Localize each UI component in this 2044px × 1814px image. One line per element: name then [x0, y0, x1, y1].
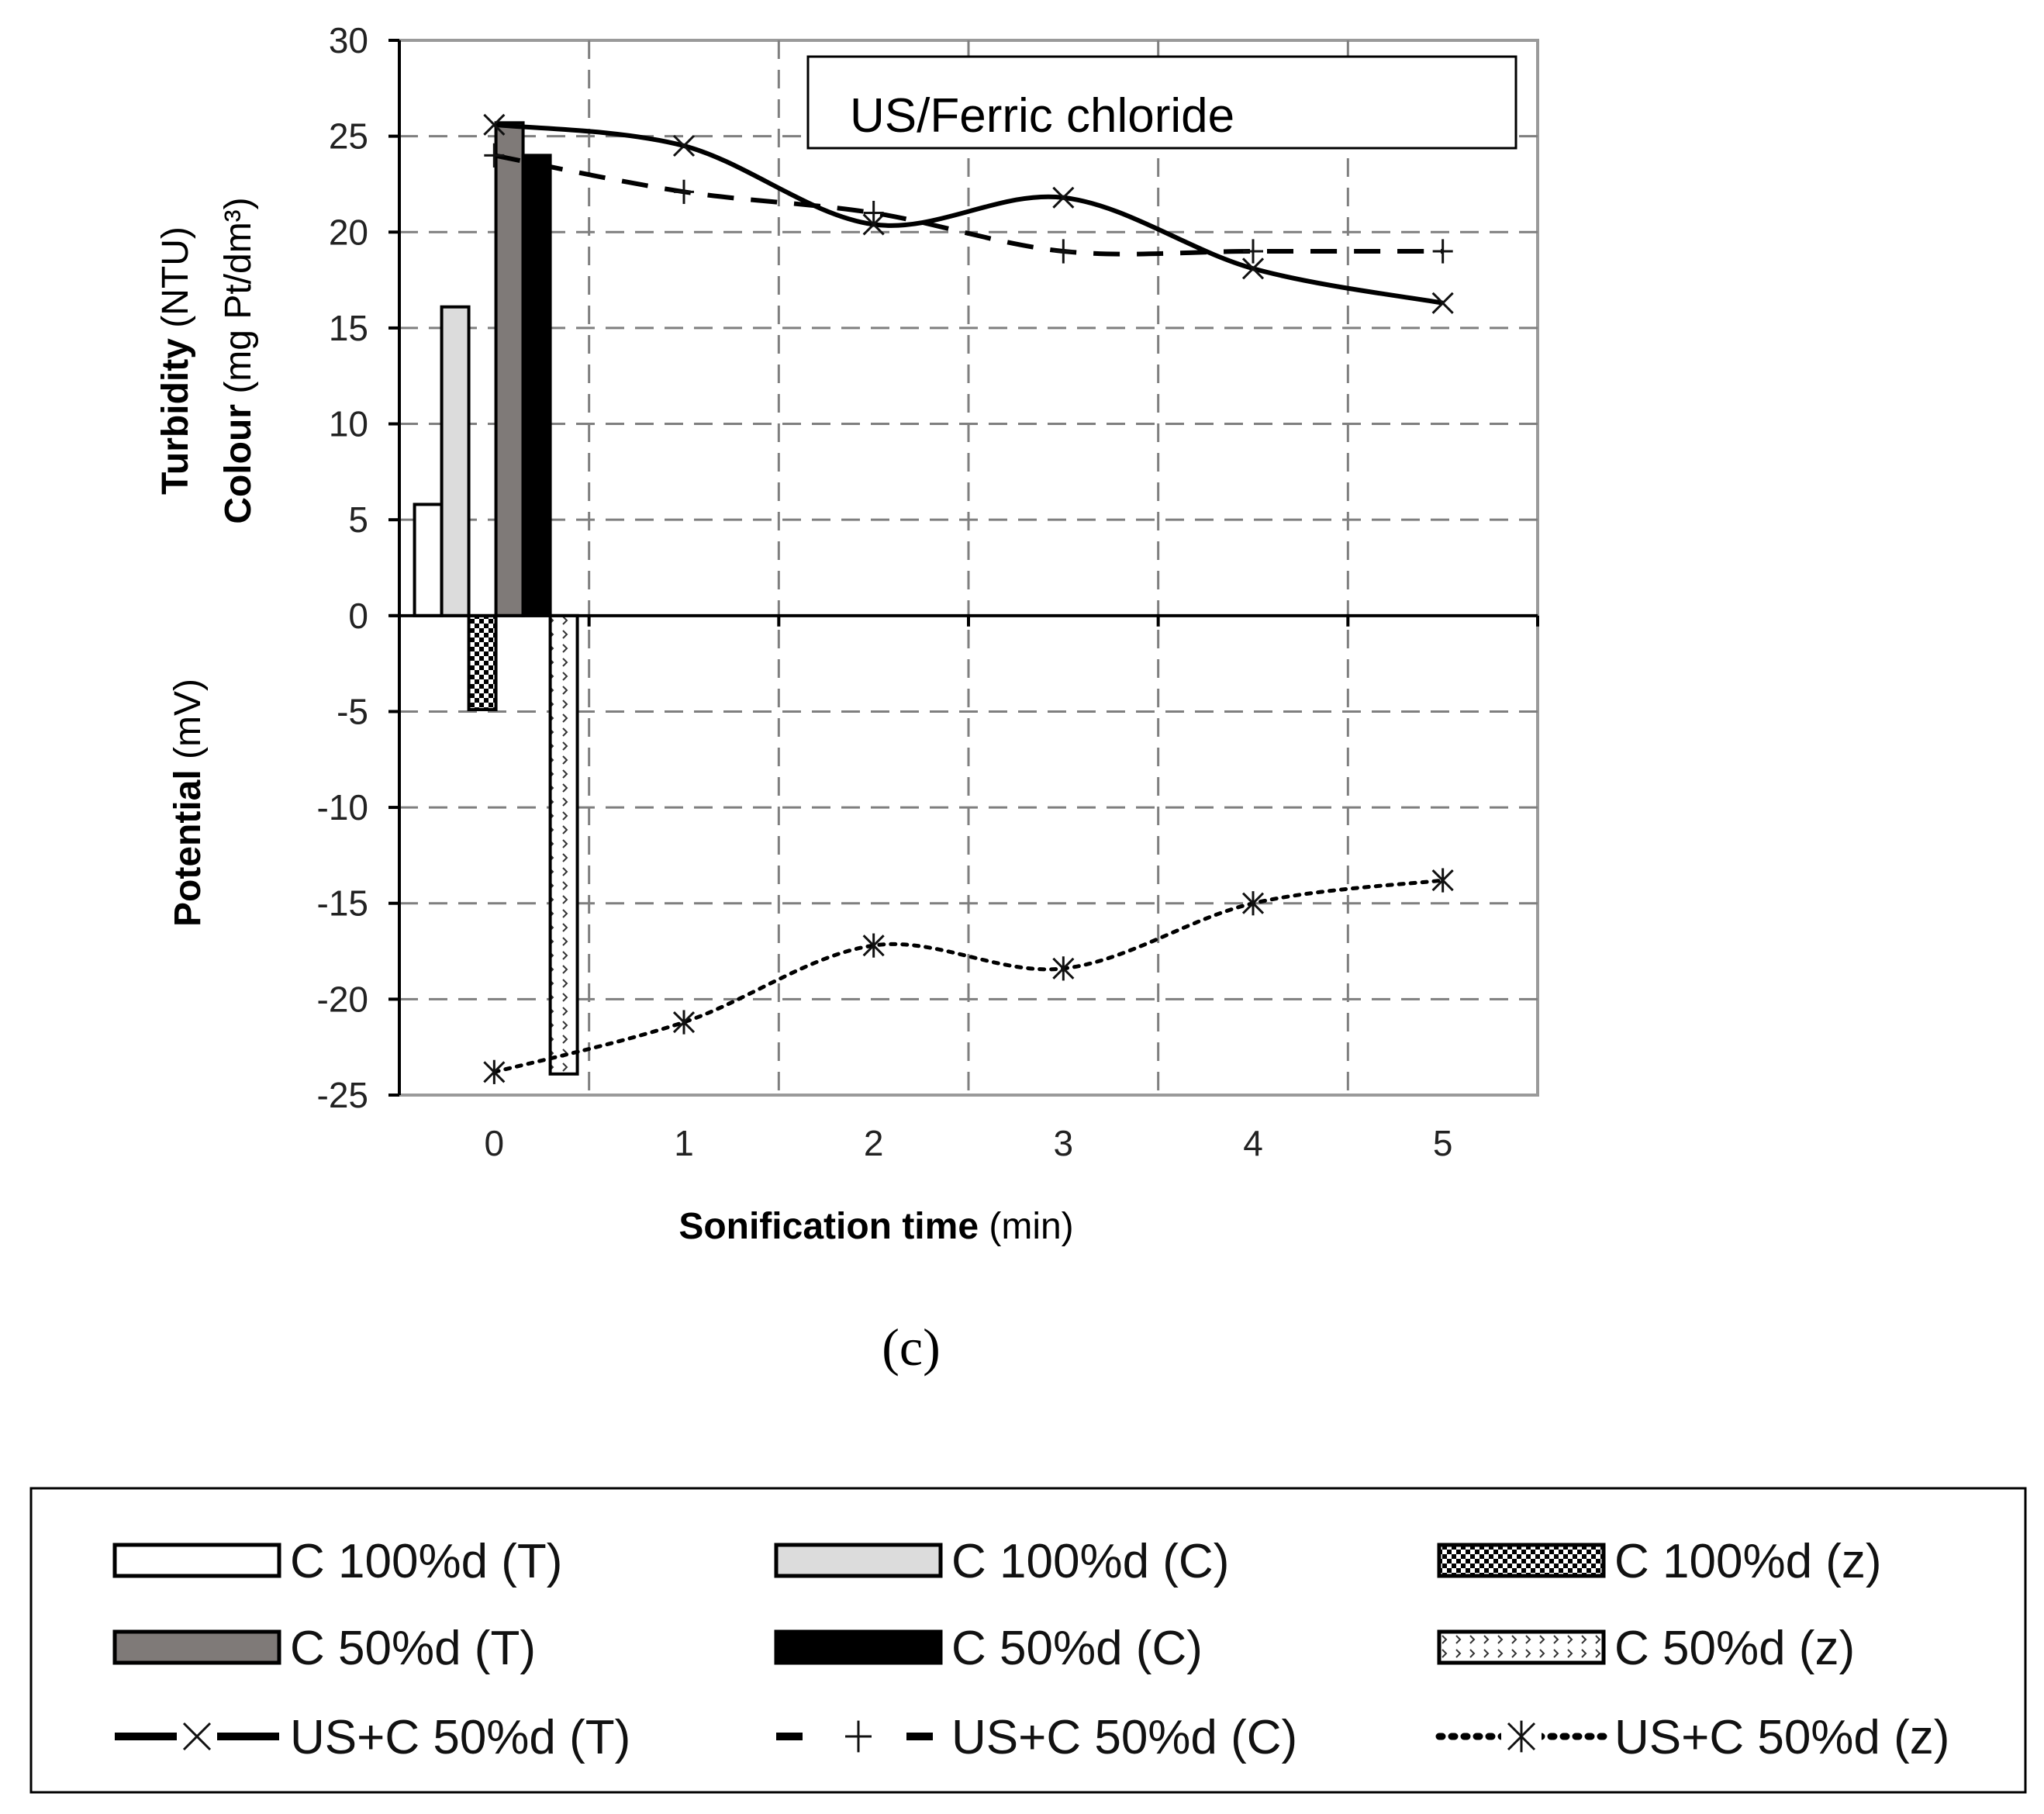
series-line: [494, 122, 1444, 306]
marker-asterisk: [483, 1059, 506, 1084]
legend-swatch: [1437, 1543, 1606, 1578]
legend-item: US+C 50%d (T): [115, 1711, 630, 1764]
plot-frame: [398, 39, 1539, 1097]
y-axis-title-colour: Colour (mg Pt/dm³): [218, 197, 259, 523]
legend-label: C 50%d (z): [1614, 1622, 1855, 1675]
y-tick-label: -10: [317, 787, 368, 828]
y-axis-title-potential-unit: (mV): [167, 679, 209, 769]
bar: [413, 503, 444, 617]
bar: [548, 613, 579, 1076]
x-tick-label: 1: [674, 1123, 694, 1163]
legend-swatch: [112, 1629, 281, 1665]
x-tick-label: 3: [1054, 1123, 1074, 1163]
tick-labels: 30 25 20 15 10 5 0 -5 -10 -15 -20 -25 0 1 2 3 4 5: [317, 20, 1453, 1163]
bar: [494, 121, 525, 617]
series-lines: [483, 113, 1454, 1084]
marker-asterisk: [1431, 868, 1454, 893]
legend-item: US+C 50%d (C): [776, 1711, 1297, 1764]
marker-plus: [674, 179, 694, 204]
legend-label: US+C 50%d (T): [290, 1711, 630, 1764]
legend-swatch: [774, 1543, 943, 1578]
marker-asterisk: [672, 1010, 696, 1035]
legend-label: C 100%d (T): [290, 1535, 562, 1588]
marker-plus: [1432, 239, 1453, 264]
y-axis-title-turbidity-bold: Turbidity: [155, 338, 196, 495]
marker-x: [1052, 186, 1075, 209]
y-axis-title-colour-unit: (mg Pt/dm³): [218, 197, 259, 404]
marker-plus: [484, 143, 505, 168]
y-tick-label: -25: [317, 1075, 368, 1115]
marker-x: [182, 1722, 212, 1751]
legend-label: C 50%d (T): [290, 1622, 536, 1675]
x-axis-title-unit: (min): [979, 1206, 1074, 1247]
y-tick-label: 20: [329, 212, 368, 252]
marker-x: [483, 113, 506, 136]
y-axis-title-potential-bold: Potential: [167, 769, 209, 927]
marker-asterisk: [1507, 1720, 1536, 1753]
marker-asterisk: [862, 933, 885, 958]
x-tick-label: 2: [864, 1123, 884, 1163]
x-tick-label: 4: [1243, 1123, 1263, 1163]
x-axis-title: Sonification time (min): [678, 1206, 1073, 1247]
legend-item: US+C 50%d (z): [1435, 1711, 1949, 1764]
legend-swatch: [774, 1629, 943, 1665]
marker-plus: [1053, 239, 1074, 264]
bar: [467, 613, 498, 711]
marker-plus: [863, 200, 884, 226]
legend-box: [29, 1487, 2027, 1794]
y-tick-label: 25: [329, 116, 368, 157]
y-tick-label: 0: [348, 596, 368, 636]
bar: [521, 154, 552, 617]
y-tick-label: 10: [329, 404, 368, 444]
marker-x: [1431, 292, 1454, 314]
marker-asterisk: [1241, 891, 1265, 916]
marker-asterisk: [1052, 956, 1075, 981]
series-line: [492, 878, 1445, 1074]
marker-x: [672, 134, 696, 157]
panel-label: (c): [882, 1318, 940, 1377]
y-tick-label: -15: [317, 883, 368, 924]
x-axis-title-bold: Sonification time: [678, 1206, 979, 1247]
legend: C 100%d (T) C 100%d (C) C 100%d (z) C 50%d …: [112, 1535, 1949, 1764]
legend-item: C 100%d (T): [112, 1535, 562, 1588]
inset-title-box: [806, 55, 1517, 150]
axes: [388, 39, 1539, 1097]
y-axis-title-turbidity: Turbidity (NTU): [155, 226, 196, 495]
series-line: [493, 153, 1443, 257]
plot-area: [398, 39, 1539, 1097]
legend-item: C 100%d (z): [1437, 1535, 1882, 1588]
marker-plus: [845, 1720, 872, 1753]
y-tick-label: -5: [337, 691, 368, 731]
marker-plus: [1243, 239, 1263, 264]
y-axis-title-colour-bold: Colour: [218, 404, 259, 524]
legend-item: C 100%d (C): [774, 1535, 1229, 1588]
y-tick-label: -20: [317, 979, 368, 1019]
inset-title: US/Ferric chloride: [850, 89, 1234, 143]
x-tick-label: 0: [485, 1123, 505, 1163]
y-axis-title-potential: Potential (mV): [167, 679, 209, 927]
y-tick-label: 15: [329, 308, 368, 348]
legend-swatch: [112, 1543, 281, 1578]
y-tick-label: 5: [348, 499, 368, 540]
y-tick-label: 30: [329, 20, 368, 60]
legend-item: C 50%d (T): [112, 1622, 536, 1675]
legend-label: C 50%d (C): [951, 1622, 1203, 1675]
legend-item: C 50%d (z): [1437, 1622, 1855, 1675]
marker-x: [1241, 257, 1265, 280]
legend-label: C 100%d (C): [951, 1535, 1229, 1588]
y-axis-title-turbidity-unit: (NTU): [155, 226, 196, 338]
legend-label: US+C 50%d (z): [1614, 1711, 1949, 1764]
legend-item: C 50%d (C): [774, 1622, 1203, 1675]
x-tick-label: 5: [1433, 1123, 1453, 1163]
legend-label: US+C 50%d (C): [951, 1711, 1297, 1764]
bar: [440, 305, 471, 617]
legend-label: C 100%d (z): [1614, 1535, 1882, 1588]
legend-swatch: [1437, 1629, 1606, 1665]
